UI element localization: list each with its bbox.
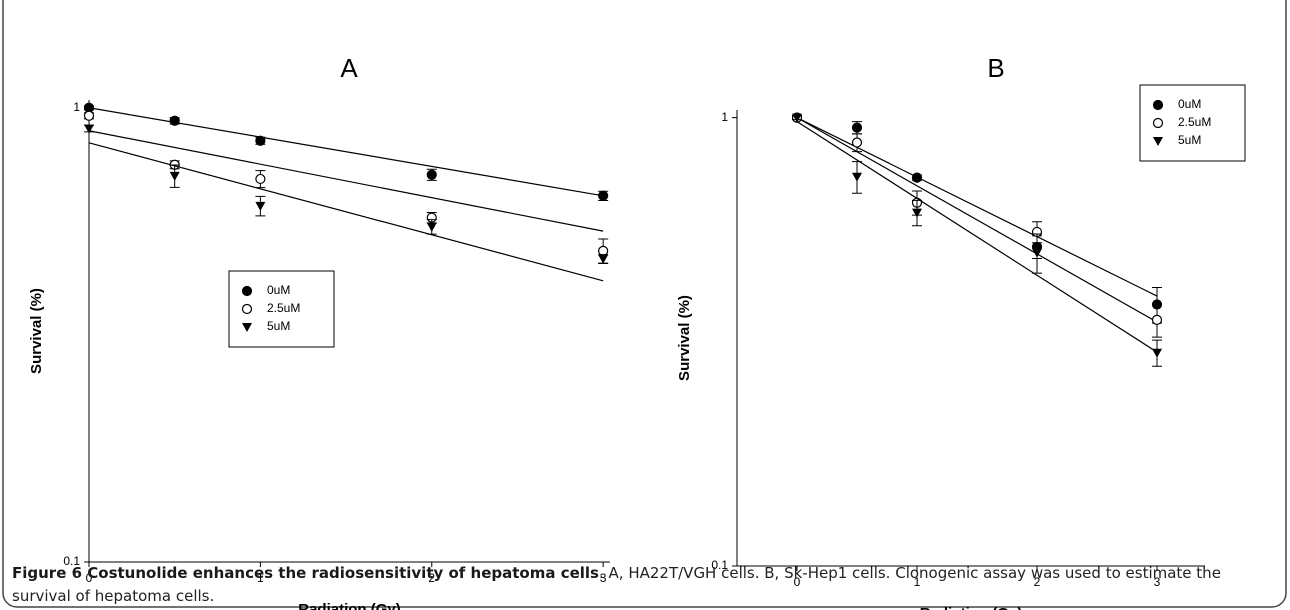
fit-line [796, 121, 1158, 353]
data-point [851, 137, 863, 148]
legend-marker [1152, 99, 1164, 111]
caption-text: . A, HA22T/VGH cells. B, Sk-Hep1 cells. … [12, 564, 1221, 605]
data-point [169, 171, 180, 181]
x-tick-label: 2 [428, 571, 435, 585]
legend-marker [241, 285, 253, 297]
caption-label: Figure 6 Costunolide enhances the radios… [12, 564, 599, 582]
data-point [1152, 348, 1162, 358]
x-tick-label: 0 [86, 571, 93, 585]
data-point [255, 135, 266, 146]
data-point [792, 113, 802, 123]
data-point [852, 172, 862, 182]
data-point [598, 190, 609, 201]
legend-label: 0uM [1178, 97, 1201, 111]
x-tick-label: 2 [1034, 575, 1041, 589]
chart-title: A [340, 53, 358, 83]
legend-marker [241, 303, 253, 315]
data-point [911, 172, 923, 183]
x-tick-label: 1 [257, 571, 264, 585]
data-point [912, 208, 922, 218]
x-axis-label: Radiation (Gy) [298, 601, 401, 610]
caption: Figure 6 Costunolide enhances the radios… [12, 562, 1278, 608]
y-tick-label: 0.1 [63, 554, 80, 568]
legend-label: 2.5uM [1178, 115, 1211, 129]
fit-line [796, 117, 1158, 323]
data-point [169, 115, 180, 126]
data-point [255, 173, 266, 185]
y-tick-label: 0.1 [711, 558, 728, 572]
y-axis-label: Survival (%) [676, 295, 693, 381]
data-point [851, 122, 863, 133]
data-point [426, 222, 437, 232]
data-point [1151, 314, 1163, 325]
fit-line [88, 142, 604, 282]
data-point [426, 169, 437, 180]
x-tick-label: 3 [600, 571, 607, 585]
y-axis-label: Survival (%) [28, 288, 45, 374]
fit-line [88, 130, 604, 232]
x-tick-label: 1 [914, 575, 921, 589]
x-tick-label: 0 [794, 575, 801, 589]
y-tick-label: 1 [73, 100, 80, 114]
y-tick-label: 1 [721, 110, 728, 124]
data-point [598, 254, 609, 264]
data-point [255, 201, 266, 211]
data-point [1032, 248, 1042, 258]
data-point [84, 124, 94, 134]
legend-label: 5uM [267, 319, 290, 333]
chart-title: B [987, 53, 1004, 83]
legend-marker [1153, 137, 1163, 146]
legend-label: 0uM [267, 283, 290, 297]
data-point [598, 245, 609, 257]
fit-line [796, 117, 1158, 297]
legend-label: 5uM [1178, 133, 1201, 147]
fit-line [88, 107, 604, 197]
legend-marker [242, 323, 252, 332]
x-tick-label: 3 [1154, 575, 1161, 589]
data-point [83, 110, 95, 121]
legend-marker [1152, 117, 1164, 129]
legend-label: 2.5uM [267, 301, 300, 315]
x-axis-label: Radiation (Gy) [920, 605, 1023, 610]
